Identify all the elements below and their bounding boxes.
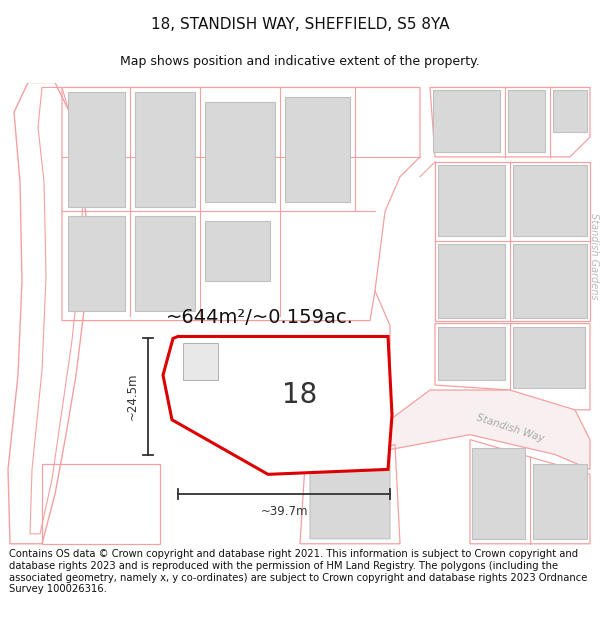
Polygon shape — [183, 343, 218, 380]
Polygon shape — [438, 244, 505, 318]
Text: Standish Way: Standish Way — [475, 412, 545, 443]
Polygon shape — [285, 98, 350, 201]
Text: Contains OS data © Crown copyright and database right 2021. This information is : Contains OS data © Crown copyright and d… — [9, 549, 587, 594]
Polygon shape — [68, 216, 125, 311]
Polygon shape — [205, 102, 275, 201]
Polygon shape — [513, 165, 587, 236]
Text: 18: 18 — [283, 381, 317, 409]
Polygon shape — [135, 216, 195, 311]
Polygon shape — [533, 464, 587, 539]
Polygon shape — [513, 244, 587, 318]
Polygon shape — [310, 449, 390, 539]
Polygon shape — [438, 326, 505, 380]
Polygon shape — [163, 336, 392, 474]
Polygon shape — [508, 91, 545, 152]
Text: ~24.5m: ~24.5m — [125, 372, 139, 420]
Polygon shape — [205, 221, 270, 281]
Polygon shape — [438, 165, 505, 236]
Polygon shape — [513, 326, 585, 388]
Polygon shape — [472, 448, 525, 539]
Polygon shape — [68, 92, 125, 206]
Text: 18, STANDISH WAY, SHEFFIELD, S5 8YA: 18, STANDISH WAY, SHEFFIELD, S5 8YA — [151, 18, 449, 32]
Text: ~39.7m: ~39.7m — [260, 504, 308, 518]
Text: Map shows position and indicative extent of the property.: Map shows position and indicative extent… — [120, 56, 480, 68]
Polygon shape — [390, 390, 590, 469]
Polygon shape — [433, 91, 500, 152]
Polygon shape — [553, 91, 587, 132]
Text: ~644m²/~0.159ac.: ~644m²/~0.159ac. — [166, 308, 354, 327]
Polygon shape — [135, 92, 195, 206]
Text: Standish Gardens: Standish Gardens — [589, 213, 599, 299]
